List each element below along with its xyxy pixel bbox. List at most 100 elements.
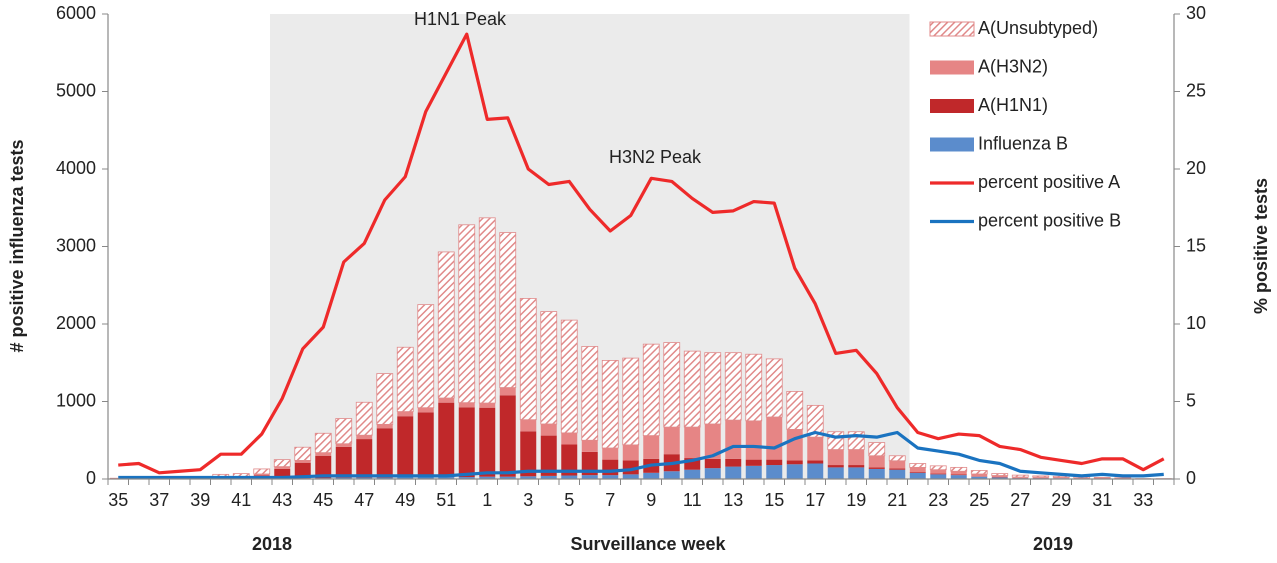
x-tick-label: 17 — [805, 490, 825, 510]
bar — [295, 447, 311, 460]
bar — [910, 464, 926, 468]
bar — [438, 403, 454, 477]
bar — [397, 412, 413, 417]
bar — [889, 461, 905, 469]
bar — [746, 354, 762, 421]
bar — [869, 443, 885, 456]
bar — [705, 353, 721, 424]
bar — [725, 467, 741, 479]
bar — [479, 218, 495, 403]
bar — [336, 447, 352, 478]
bar — [766, 359, 782, 417]
bar — [377, 428, 393, 478]
x-tick-label: 49 — [395, 490, 415, 510]
bar — [438, 398, 454, 403]
x-tick-label: 5 — [564, 490, 574, 510]
x-tick-label: 11 — [683, 490, 702, 510]
bar — [725, 353, 741, 420]
bar — [397, 416, 413, 477]
x-tick-label: 45 — [313, 490, 333, 510]
bar — [356, 402, 372, 435]
bar — [848, 467, 864, 479]
legend-label: A(H3N2) — [978, 56, 1048, 76]
bar — [848, 450, 864, 466]
bar — [766, 460, 782, 465]
bar — [377, 374, 393, 425]
bar — [1053, 476, 1069, 477]
legend-swatch — [930, 61, 974, 75]
x-tick-label: 19 — [846, 490, 866, 510]
year-label: 2019 — [1033, 534, 1073, 554]
bar — [479, 408, 495, 477]
year-label: 2018 — [252, 534, 292, 554]
bar — [951, 471, 967, 474]
bar — [951, 467, 967, 471]
bar — [971, 470, 987, 473]
bar — [684, 351, 700, 427]
bar — [807, 464, 823, 480]
y-tick-label: 0 — [86, 468, 96, 488]
bar — [664, 343, 680, 427]
x-tick-label: 43 — [272, 490, 292, 510]
bar — [684, 470, 700, 479]
bar — [336, 419, 352, 444]
x-tick-label: 29 — [1051, 490, 1071, 510]
bar — [1012, 475, 1028, 477]
bar — [787, 429, 803, 460]
x-tick-label: 23 — [928, 490, 948, 510]
x-tick-label: 51 — [436, 490, 456, 510]
bar — [643, 473, 659, 479]
legend-label: A(H1N1) — [978, 95, 1048, 115]
bar — [520, 298, 536, 419]
y-tick-label: 6000 — [56, 3, 96, 23]
bar — [746, 466, 762, 479]
bar — [848, 465, 864, 467]
bar — [397, 347, 413, 411]
legend-label: percent positive A — [978, 172, 1120, 192]
bar — [930, 470, 946, 474]
bar — [520, 431, 536, 476]
bar — [869, 469, 885, 479]
bar — [274, 460, 290, 467]
bar — [869, 456, 885, 468]
bar — [500, 395, 516, 476]
bar — [725, 420, 741, 459]
y-tick-label: 4000 — [56, 158, 96, 178]
legend-label: A(Unsubtyped) — [978, 18, 1098, 38]
bar — [664, 427, 680, 454]
bar — [623, 358, 639, 445]
annotation: H1N1 Peak — [414, 9, 507, 29]
bar — [684, 427, 700, 458]
x-tick-label: 3 — [523, 490, 533, 510]
x-tick-label: 9 — [646, 490, 656, 510]
bar — [787, 391, 803, 429]
bar — [459, 403, 475, 408]
bar — [889, 456, 905, 461]
x-tick-label: 35 — [108, 490, 128, 510]
y-tick-label: 3000 — [56, 235, 96, 255]
bar — [315, 433, 331, 452]
bar — [643, 436, 659, 459]
bar — [356, 435, 372, 439]
y2-tick-label: 0 — [1186, 468, 1196, 488]
bar — [479, 403, 495, 408]
bar — [910, 473, 926, 479]
x-tick-label: 37 — [149, 490, 169, 510]
bar — [787, 460, 803, 464]
bar — [1094, 477, 1110, 478]
bar — [561, 320, 577, 433]
bar — [520, 420, 536, 432]
bar — [356, 439, 372, 478]
x-tick-label: 39 — [190, 490, 210, 510]
bar — [418, 412, 434, 477]
y2-tick-label: 25 — [1186, 80, 1206, 100]
y2-tick-label: 10 — [1186, 313, 1206, 333]
bar — [889, 470, 905, 479]
bar — [828, 450, 844, 466]
bar — [828, 465, 844, 467]
bar — [623, 474, 639, 479]
legend-label: Influenza B — [978, 133, 1068, 153]
bar — [377, 424, 393, 428]
bar — [930, 474, 946, 475]
bar — [766, 417, 782, 460]
